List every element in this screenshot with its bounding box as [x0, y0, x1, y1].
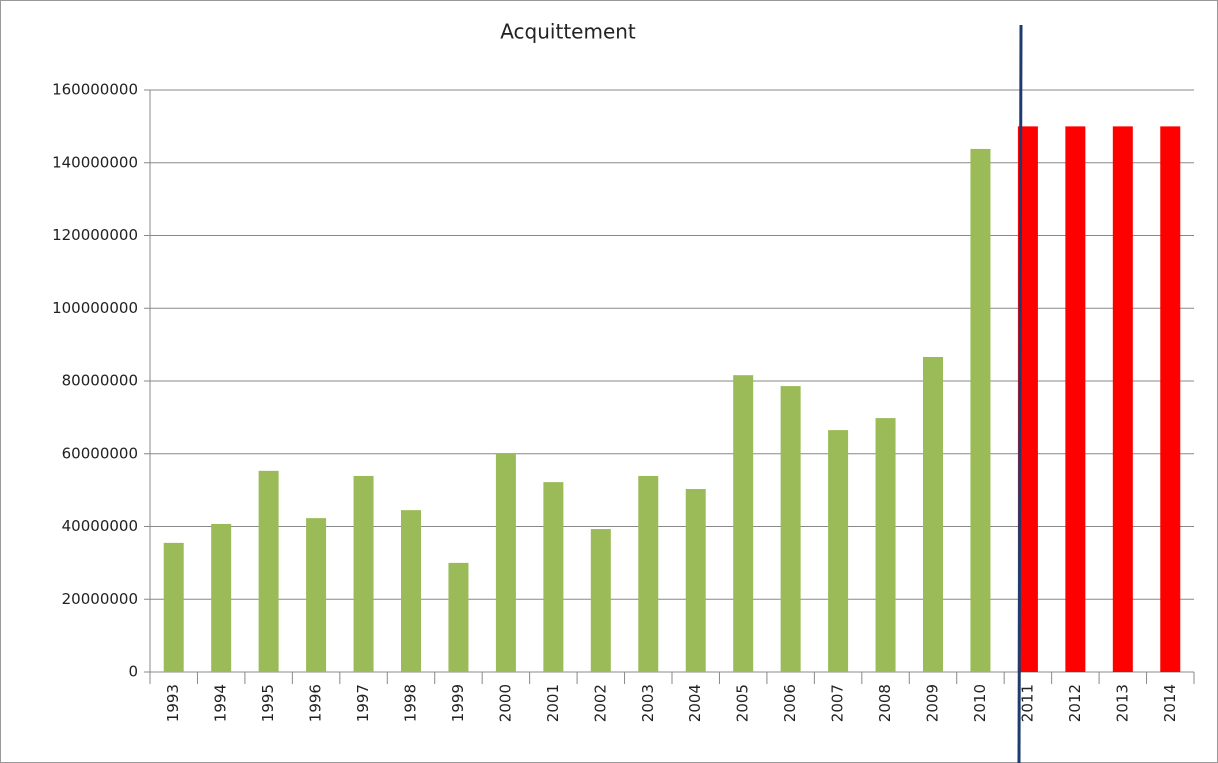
bar	[495, 453, 516, 672]
x-tick-label: 1997	[354, 684, 372, 722]
y-tick-label: 100000000	[52, 299, 138, 317]
y-tick-label: 40000000	[62, 517, 138, 535]
x-tick-label: 2013	[1113, 684, 1131, 722]
y-tick-label: 140000000	[52, 153, 138, 171]
x-tick-label: 1995	[259, 684, 277, 722]
y-tick-label: 20000000	[62, 590, 138, 608]
x-tick-label: 2000	[496, 684, 514, 722]
x-tick-label: 2010	[971, 684, 989, 722]
bar	[1065, 126, 1086, 672]
bar	[875, 418, 896, 672]
x-tick-label: 1998	[402, 684, 420, 722]
x-tick-label: 1996	[307, 684, 325, 722]
x-tick-label: 2005	[734, 684, 752, 722]
bar	[638, 475, 659, 672]
divider	[1017, 24, 1023, 763]
bar	[211, 523, 232, 672]
x-tick-label: 2003	[639, 684, 657, 722]
bar	[923, 356, 943, 672]
bar	[543, 482, 564, 672]
x-tick-label: 1999	[449, 684, 467, 722]
bar	[685, 489, 706, 672]
x-tick-label: 1993	[164, 684, 182, 722]
x-tick-label: 2011	[1018, 684, 1036, 722]
x-tick-label: 1994	[212, 684, 230, 722]
bar	[306, 518, 327, 672]
bar	[401, 510, 421, 672]
bar	[828, 430, 849, 672]
x-tick-label: 2004	[686, 684, 704, 722]
bar	[733, 375, 754, 672]
y-tick-label: 160000000	[52, 81, 138, 99]
bar	[1017, 126, 1038, 672]
bar	[1160, 126, 1181, 672]
x-tick-label: 2012	[1066, 684, 1084, 722]
y-tick-label: 80000000	[62, 372, 138, 390]
bar	[163, 542, 184, 672]
x-tick-label: 2014	[1161, 684, 1179, 722]
bar	[258, 470, 279, 672]
x-tick-label: 2001	[544, 684, 562, 722]
x-tick-label: 2008	[876, 684, 894, 722]
bar	[448, 562, 469, 672]
bar	[1112, 126, 1133, 672]
y-tick-label: 120000000	[52, 226, 138, 244]
y-tick-label: 60000000	[62, 444, 138, 462]
y-tick-label: 0	[128, 663, 138, 681]
x-tick-label: 2007	[829, 684, 847, 722]
bar	[780, 386, 801, 672]
bar	[970, 148, 991, 673]
x-tick-label: 2006	[781, 684, 799, 722]
x-tick-label: 2009	[924, 684, 942, 722]
chart-title: Acquittement	[500, 20, 636, 44]
bar	[590, 529, 611, 672]
x-tick-label: 2002	[591, 684, 609, 722]
bar	[353, 475, 374, 672]
